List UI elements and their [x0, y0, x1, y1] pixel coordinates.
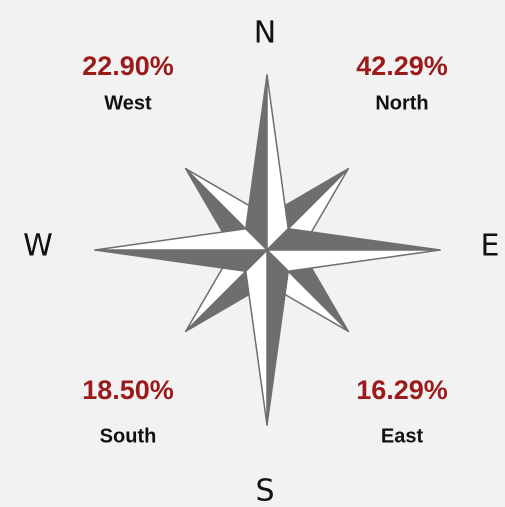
- stat-value: 18.50%: [82, 375, 174, 405]
- stat-value: 42.29%: [356, 51, 448, 81]
- stat-label: West: [104, 92, 152, 114]
- stat-value: 16.29%: [356, 375, 448, 405]
- rose-point: [94, 228, 268, 251]
- stat-label: East: [381, 425, 424, 447]
- west-label: W: [23, 229, 53, 264]
- east-label: E: [481, 229, 500, 264]
- stat-label: South: [100, 425, 157, 447]
- north-label: N: [254, 16, 276, 51]
- compass-rose: [94, 74, 441, 426]
- stat-label: North: [375, 92, 428, 114]
- stat-value: 22.90%: [82, 51, 174, 81]
- south-label: S: [255, 474, 274, 507]
